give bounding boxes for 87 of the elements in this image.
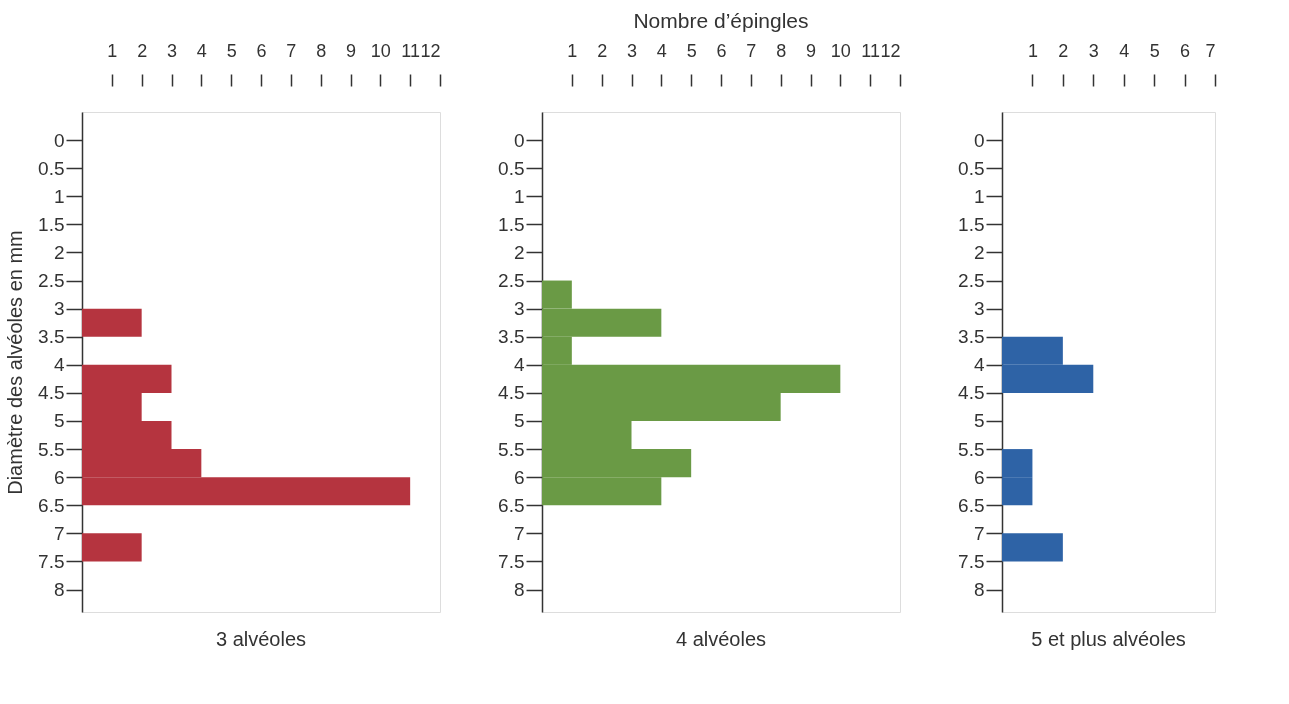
y-tick-label: 3.5 — [498, 326, 525, 348]
x-tick-label: 7 — [1205, 40, 1216, 61]
y-tick-label: 6 — [513, 466, 525, 488]
y-tick-label: 1 — [513, 185, 525, 207]
x-tick-label: 11 — [861, 40, 881, 61]
y-tick-label: 6 — [53, 466, 65, 488]
y-tick-label: 7 — [53, 522, 65, 544]
y-tick-label: 8 — [513, 579, 525, 601]
y-tick-label: 2 — [973, 241, 985, 263]
y-tick-label: 3 — [513, 298, 525, 320]
y-tick-label: 1 — [53, 185, 65, 207]
y-tick-label: 4 — [53, 354, 65, 376]
y-tick-label: 6.5 — [958, 494, 985, 516]
x-tick-label: 3 — [626, 40, 638, 61]
y-tick-label: 1.5 — [38, 213, 65, 235]
x-tick-label: 6 — [716, 40, 727, 61]
x-tick-label: 2 — [137, 40, 148, 61]
x-tick-label: 5 — [1149, 40, 1160, 61]
x-tick-label: 10 — [830, 40, 851, 61]
y-tick-label: 3.5 — [38, 326, 65, 348]
x-tick-label: 3 — [1088, 40, 1099, 61]
x-tick-label: 8 — [316, 40, 327, 61]
y-tick-label: 2.5 — [498, 270, 525, 292]
y-tick-label: 4.5 — [958, 382, 985, 404]
y-tick-label: 5 — [973, 410, 985, 432]
y-tick-label: 4.5 — [38, 382, 65, 404]
x-tick-label: 8 — [776, 40, 787, 61]
x-axis-title: 5 et plus alvéoles — [1031, 628, 1186, 650]
x-tick-label: 3 — [166, 40, 178, 61]
y-tick-label: 1.5 — [958, 213, 985, 235]
y-tick-label: 1.5 — [498, 213, 525, 235]
y-tick-label: 4 — [973, 354, 985, 376]
y-tick-label: 3 — [973, 298, 985, 320]
y-tick-label: 7.5 — [498, 550, 525, 572]
y-tick-label: 0.5 — [38, 157, 65, 179]
y-tick-label: 5.5 — [38, 438, 65, 460]
y-axis-title: Diamètre des alvéoles en mm — [4, 230, 27, 495]
y-tick-label: 7 — [513, 522, 525, 544]
y-tick-label: 4 — [513, 354, 525, 376]
x-tick-label: 10 — [370, 40, 391, 61]
y-tick-label: 5.5 — [958, 438, 985, 460]
x-tick-label: 7 — [286, 40, 297, 61]
y-tick-label: 2 — [513, 241, 525, 263]
y-tick-label: 7.5 — [958, 550, 985, 572]
x-tick-label: 12 — [880, 40, 901, 61]
y-tick-label: 1 — [973, 185, 985, 207]
x-tick-label: 6 — [256, 40, 267, 61]
x-tick-label: 5 — [686, 40, 697, 61]
x-tick-label: 9 — [345, 40, 357, 61]
y-tick-label: 6 — [973, 466, 985, 488]
y-tick-label: 5.5 — [498, 438, 525, 460]
x-tick-label: 1 — [567, 40, 578, 61]
chart-title: Nombre d’épingles — [633, 9, 809, 32]
x-tick-label: 1 — [1027, 40, 1038, 61]
y-tick-label: 0.5 — [958, 157, 985, 179]
x-tick-label: 5 — [226, 40, 237, 61]
x-tick-label: 9 — [805, 40, 817, 61]
y-tick-label: 2.5 — [958, 270, 985, 292]
y-tick-label: 0 — [513, 129, 525, 151]
y-tick-label: 8 — [53, 579, 65, 601]
y-tick-label: 0 — [973, 129, 985, 151]
y-tick-label: 7.5 — [38, 550, 65, 572]
x-axis-title: 4 alvéoles — [675, 628, 767, 650]
y-tick-label: 0 — [53, 129, 65, 151]
y-tick-label: 5 — [513, 410, 525, 432]
x-axis-title: 3 alvéoles — [215, 628, 307, 650]
x-tick-label: 4 — [1119, 40, 1130, 61]
y-tick-label: 7 — [973, 522, 985, 544]
y-tick-label: 6.5 — [498, 494, 525, 516]
x-tick-label: 7 — [746, 40, 757, 61]
x-tick-label: 2 — [1058, 40, 1069, 61]
x-tick-label: 1 — [107, 40, 118, 61]
x-tick-label: 2 — [597, 40, 608, 61]
y-tick-label: 2 — [53, 241, 65, 263]
y-tick-label: 5 — [53, 410, 65, 432]
y-tick-label: 8 — [973, 579, 985, 601]
y-tick-label: 3 — [53, 298, 65, 320]
x-tick-label: 12 — [420, 40, 441, 61]
x-tick-label: 6 — [1180, 40, 1191, 61]
y-tick-label: 3.5 — [958, 326, 985, 348]
y-tick-label: 4.5 — [498, 382, 525, 404]
y-tick-label: 6.5 — [38, 494, 65, 516]
x-tick-label: 4 — [656, 40, 667, 61]
y-tick-label: 2.5 — [38, 270, 65, 292]
y-tick-label: 0.5 — [498, 157, 525, 179]
x-tick-label: 4 — [196, 40, 207, 61]
x-tick-label: 11 — [401, 40, 421, 61]
